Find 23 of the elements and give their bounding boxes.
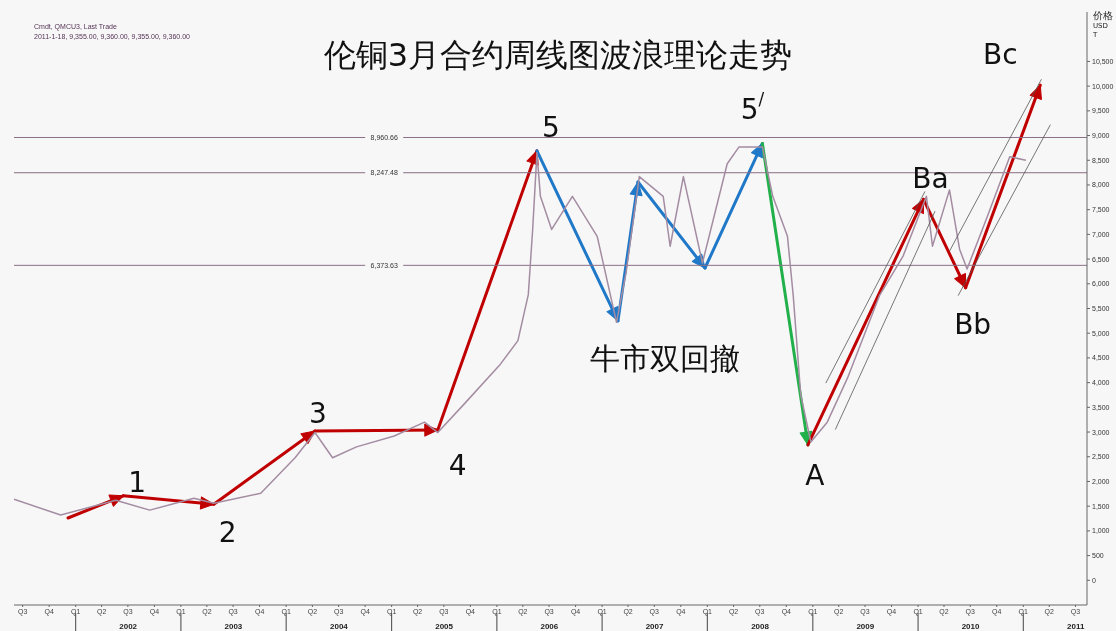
annotation: Bb — [954, 307, 992, 341]
x2-tick-label: 2009 — [856, 622, 875, 631]
annotation: 5 — [542, 110, 560, 144]
annotation: 5$^{/}$ — [740, 89, 765, 126]
x2-tick-label: 2003 — [224, 622, 243, 631]
line-series — [14, 146, 1027, 516]
x2-tick-label: 2006 — [540, 622, 559, 631]
x2-tick-label: 2004 — [330, 622, 349, 631]
x2-tick-label: 2002 — [119, 622, 138, 631]
annotation: 4 — [448, 448, 467, 482]
annotation: 1 — [128, 465, 147, 499]
text: 伦铜3月合约周线图波浪理论走势 — [323, 36, 793, 74]
x2-tick-label: 2011 — [1067, 622, 1085, 631]
x2-tick-label: 2008 — [751, 622, 770, 631]
annotation: 3 — [309, 396, 327, 430]
annotation: 2 — [218, 515, 237, 549]
annotation: 牛市双回撤 — [589, 340, 740, 376]
x2-tick-label: 2010 — [961, 622, 980, 631]
annotation: A — [805, 458, 825, 492]
x2-tick-label: 2005 — [435, 622, 454, 631]
annotation: Ba — [912, 161, 949, 195]
x2-tick-label: 2007 — [645, 622, 665, 631]
annotation: Bc — [982, 37, 1018, 71]
